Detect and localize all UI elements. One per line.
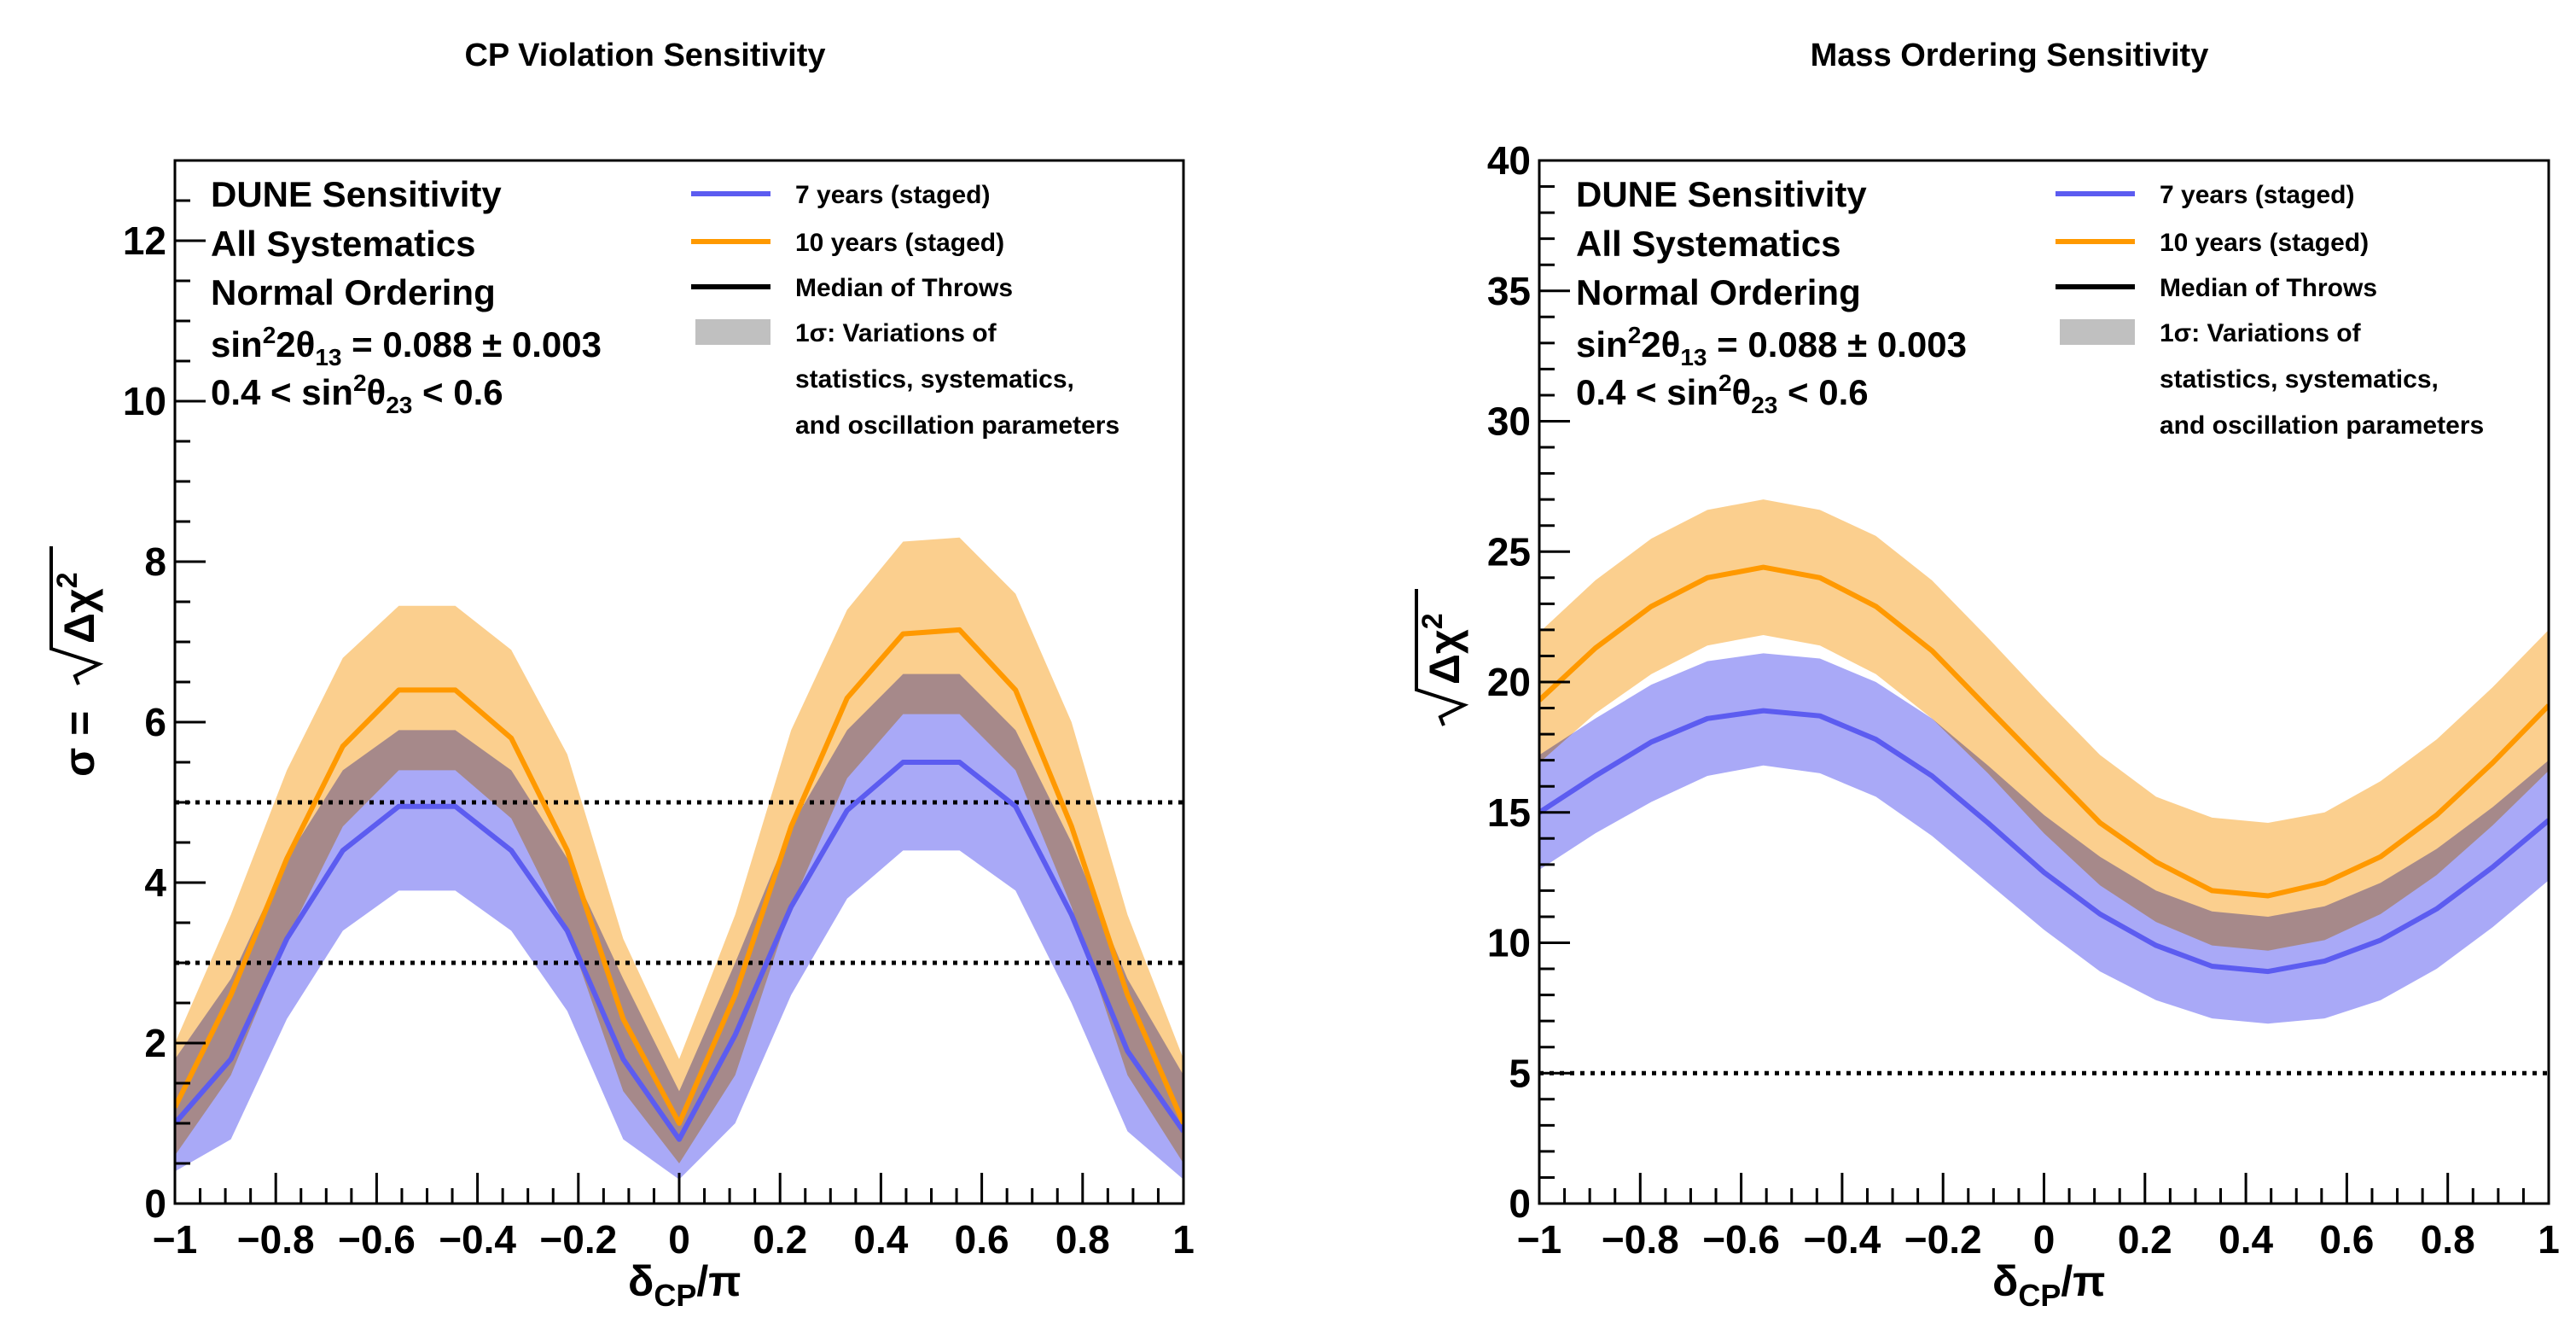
y-tick-label: 8	[144, 539, 166, 584]
legend-label: 7 years (staged)	[2160, 181, 2354, 209]
x-tick-label: 0.2	[753, 1217, 807, 1262]
x-axis-label: δCP/π	[1992, 1257, 2106, 1313]
legend-label: 1σ: Variations of	[2160, 319, 2362, 347]
x-tick-label: 1	[1172, 1217, 1195, 1262]
legend-label: 1σ: Variations of	[795, 319, 997, 347]
x-tick-label: −0.2	[1904, 1217, 1982, 1262]
y-tick-label: 15	[1487, 790, 1531, 835]
annotation-line: All Systematics	[211, 224, 476, 264]
y-axis-label: Δχ2	[1415, 589, 1469, 726]
chart-title: CP Violation Sensitivity	[464, 38, 825, 73]
legend: 7 years (staged) 10 years (staged) Media…	[2056, 181, 2484, 440]
x-tick-labels: −1 −0.8 −0.6 −0.4 −0.2 0 0.2 0.4 0.6 0.8…	[153, 1217, 1195, 1262]
y-tick-label: 10	[1487, 921, 1531, 965]
y-tick-label: 2	[144, 1021, 166, 1065]
y-axis-label-radicand: Δχ2	[1416, 613, 1468, 685]
y-axis-label: σ = Δχ2	[49, 546, 104, 777]
x-tick-label: 0	[668, 1217, 690, 1262]
legend-label: Median of Throws	[2160, 274, 2377, 302]
x-tick-label: −0.4	[439, 1217, 516, 1262]
annotation-line: DUNE Sensitivity	[211, 174, 502, 214]
x-tick-label: 0	[2033, 1217, 2056, 1262]
annotation-line: All Systematics	[1576, 224, 1841, 264]
y-axis-label-radicand: Δχ2	[51, 572, 103, 644]
cp-violation-panel: CP Violation Sensitivity −1 −0.8 −0.6 −0…	[49, 38, 1195, 1313]
legend-label: statistics, systematics,	[2160, 365, 2439, 394]
x-tick-label: 0.6	[955, 1217, 1009, 1262]
median-line-10-years	[175, 627, 1183, 1126]
y-axis-ticks	[175, 159, 206, 1205]
x-axis-ticks	[173, 1173, 1185, 1204]
x-tick-label: −0.2	[539, 1217, 617, 1262]
x-axis-label: δCP/π	[628, 1257, 741, 1313]
x-tick-label: −0.8	[237, 1217, 315, 1262]
annotation-line: Normal Ordering	[1576, 272, 1861, 312]
annotation-line: 0.4 < sin2θ23 < 0.6	[211, 370, 503, 418]
mass-ordering-panel: Mass Ordering Sensitivity −1 −0.8 −0.6 −…	[1415, 38, 2560, 1313]
y-tick-label: 30	[1487, 399, 1531, 444]
plot-area	[175, 537, 1183, 1180]
chart-title: Mass Ordering Sensitivity	[1811, 38, 2209, 73]
x-tick-label: −0.6	[1702, 1217, 1780, 1262]
x-tick-label: −0.4	[1803, 1217, 1881, 1262]
x-tick-label: −0.8	[1602, 1217, 1679, 1262]
y-tick-label: 12	[123, 219, 166, 263]
annotation-block: DUNE Sensitivity All Systematics Normal …	[1576, 174, 1967, 418]
x-tick-label: 0.8	[1055, 1217, 1110, 1262]
y-tick-label: 6	[144, 700, 166, 744]
band-10-years	[1539, 499, 2549, 951]
median-line-10-years	[1539, 564, 2549, 899]
x-tick-label: 0.6	[2319, 1217, 2374, 1262]
y-tick-label: 5	[1509, 1051, 1531, 1095]
legend-label: and oscillation parameters	[2160, 411, 2484, 440]
median-line-7-years	[1539, 708, 2549, 975]
legend-swatch-band	[2060, 319, 2135, 345]
x-tick-label: 0.2	[2118, 1217, 2172, 1262]
legend-label: 7 years (staged)	[795, 181, 990, 209]
y-tick-label: 4	[144, 860, 166, 905]
legend-swatch-band	[695, 319, 770, 345]
x-axis-ticks	[1538, 1173, 2550, 1204]
y-tick-label: 25	[1487, 529, 1531, 574]
x-tick-label: 0.8	[2421, 1217, 2475, 1262]
y-tick-label: 20	[1487, 660, 1531, 704]
x-tick-labels: −1 −0.8 −0.6 −0.4 −0.2 0 0.2 0.4 0.6 0.8…	[1517, 1217, 2560, 1262]
x-tick-label: 1	[2538, 1217, 2560, 1262]
plot-area	[1539, 499, 2549, 1076]
annotation-line: sin22θ13 = 0.088 ± 0.003	[1576, 322, 1967, 370]
annotation-line: DUNE Sensitivity	[1576, 174, 1867, 214]
sqrt-radical-icon	[1415, 589, 1469, 726]
annotation-block: DUNE Sensitivity All Systematics Normal …	[211, 174, 602, 418]
annotation-line: 0.4 < sin2θ23 < 0.6	[1576, 370, 1869, 418]
y-tick-labels: 0 5 10 15 20 25 30 35 40	[1487, 138, 1531, 1226]
y-tick-label: 0	[144, 1181, 166, 1226]
annotation-line: Normal Ordering	[211, 272, 496, 312]
y-axis-ticks	[1539, 159, 1570, 1205]
y-axis-label-prefix: σ =	[55, 699, 103, 777]
legend: 7 years (staged) 10 years (staged) Media…	[691, 181, 1119, 440]
band-10-years	[175, 537, 1183, 1163]
y-tick-label: 0	[1509, 1181, 1531, 1226]
x-tick-label: −1	[153, 1217, 197, 1262]
y-tick-label: 35	[1487, 269, 1531, 313]
x-tick-label: 0.4	[853, 1217, 908, 1262]
y-tick-label: 40	[1487, 138, 1531, 183]
x-tick-label: −1	[1517, 1217, 1561, 1262]
band-7-years	[175, 673, 1183, 1180]
legend-label: Median of Throws	[795, 274, 1013, 302]
y-tick-labels: 0 2 4 6 8 10 12	[123, 219, 167, 1226]
legend-label: statistics, systematics,	[795, 365, 1074, 394]
y-tick-label: 10	[123, 379, 166, 423]
legend-label: 10 years (staged)	[2160, 229, 2369, 257]
x-tick-label: −0.6	[338, 1217, 416, 1262]
annotation-line: sin22θ13 = 0.088 ± 0.003	[211, 322, 602, 370]
median-line-7-years	[175, 760, 1183, 1142]
legend-label: 10 years (staged)	[795, 229, 1004, 257]
sqrt-radical-icon	[49, 546, 104, 685]
legend-label: and oscillation parameters	[795, 411, 1119, 440]
x-tick-label: 0.4	[2218, 1217, 2273, 1262]
